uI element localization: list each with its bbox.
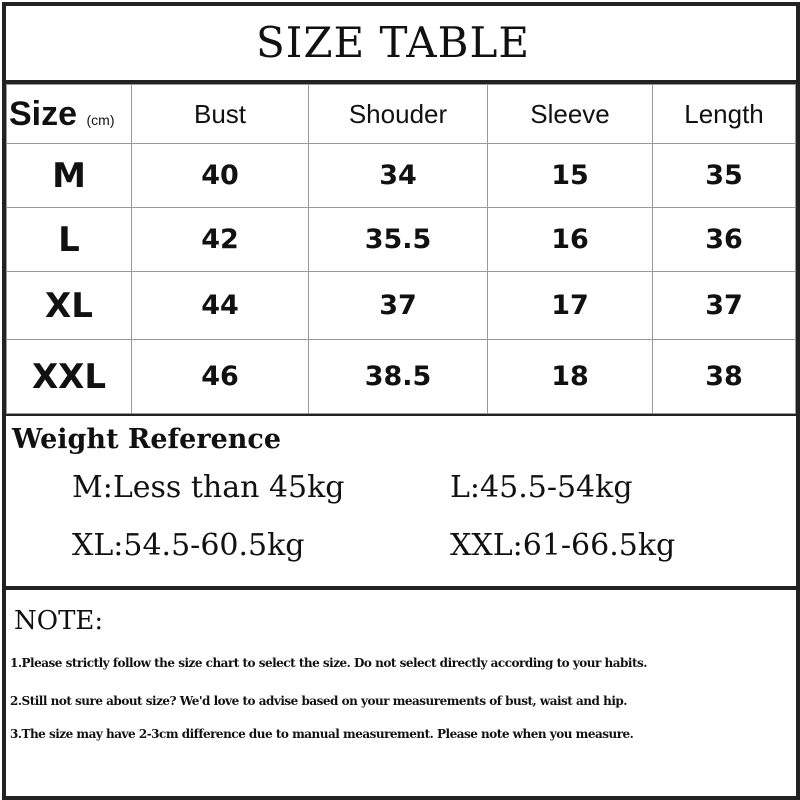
divider — [2, 586, 800, 590]
value-cell: 38 — [652, 339, 796, 414]
column-header: Bust — [131, 84, 309, 144]
table-row: XL 44 37 17 37 — [6, 271, 796, 340]
title: SIZE TABLE — [255, 18, 531, 67]
value-cell: 40 — [131, 143, 309, 208]
size-header: Size (cm) — [6, 84, 132, 144]
value-cell: 35.5 — [308, 207, 488, 272]
weight-item: L:45.5-54kg — [450, 470, 633, 505]
size-cell: XXL — [6, 339, 132, 414]
value-cell: 17 — [487, 271, 653, 340]
value-cell: 16 — [487, 207, 653, 272]
column-header: Shouder — [308, 84, 488, 144]
column-header: Length — [652, 84, 796, 144]
size-label: Size — [9, 94, 78, 133]
note-item: 3.The size may have 2-3cm difference due… — [10, 727, 634, 741]
value-cell: 15 — [487, 143, 653, 208]
weight-item: XXL:61-66.5kg — [450, 528, 676, 563]
divider — [2, 414, 800, 416]
weight-item: M:Less than 45kg — [72, 470, 345, 505]
table-row: L 42 35.5 16 36 — [6, 207, 796, 272]
weight-item: XL:54.5-60.5kg — [72, 528, 305, 563]
table-row: XXL 46 38.5 18 38 — [6, 339, 796, 414]
size-cell: L — [6, 207, 132, 272]
size-cell: M — [6, 143, 132, 208]
size-cell: XL — [6, 271, 132, 340]
value-cell: 42 — [131, 207, 309, 272]
note-heading: NOTE: — [14, 606, 104, 636]
value-cell: 37 — [308, 271, 488, 340]
note-item: 1.Please strictly follow the size chart … — [10, 656, 647, 670]
note-item: 2.Still not sure about size? We'd love t… — [10, 694, 627, 708]
value-cell: 35 — [652, 143, 796, 208]
value-cell: 36 — [652, 207, 796, 272]
value-cell: 18 — [487, 339, 653, 414]
value-cell: 38.5 — [308, 339, 488, 414]
value-cell: 34 — [308, 143, 488, 208]
table-row: M 40 34 15 35 — [6, 143, 796, 208]
value-cell: 37 — [652, 271, 796, 340]
unit-label: (cm) — [86, 111, 115, 128]
column-header: Sleeve — [487, 84, 653, 144]
value-cell: 46 — [131, 339, 309, 414]
divider — [2, 80, 800, 84]
size-table: Size (cm) Bust Shouder Sleeve Length M 4… — [6, 84, 796, 414]
value-cell: 44 — [131, 271, 309, 340]
table-header: Size (cm) Bust Shouder Sleeve Length — [6, 84, 796, 144]
weight-heading: Weight Reference — [12, 424, 281, 455]
